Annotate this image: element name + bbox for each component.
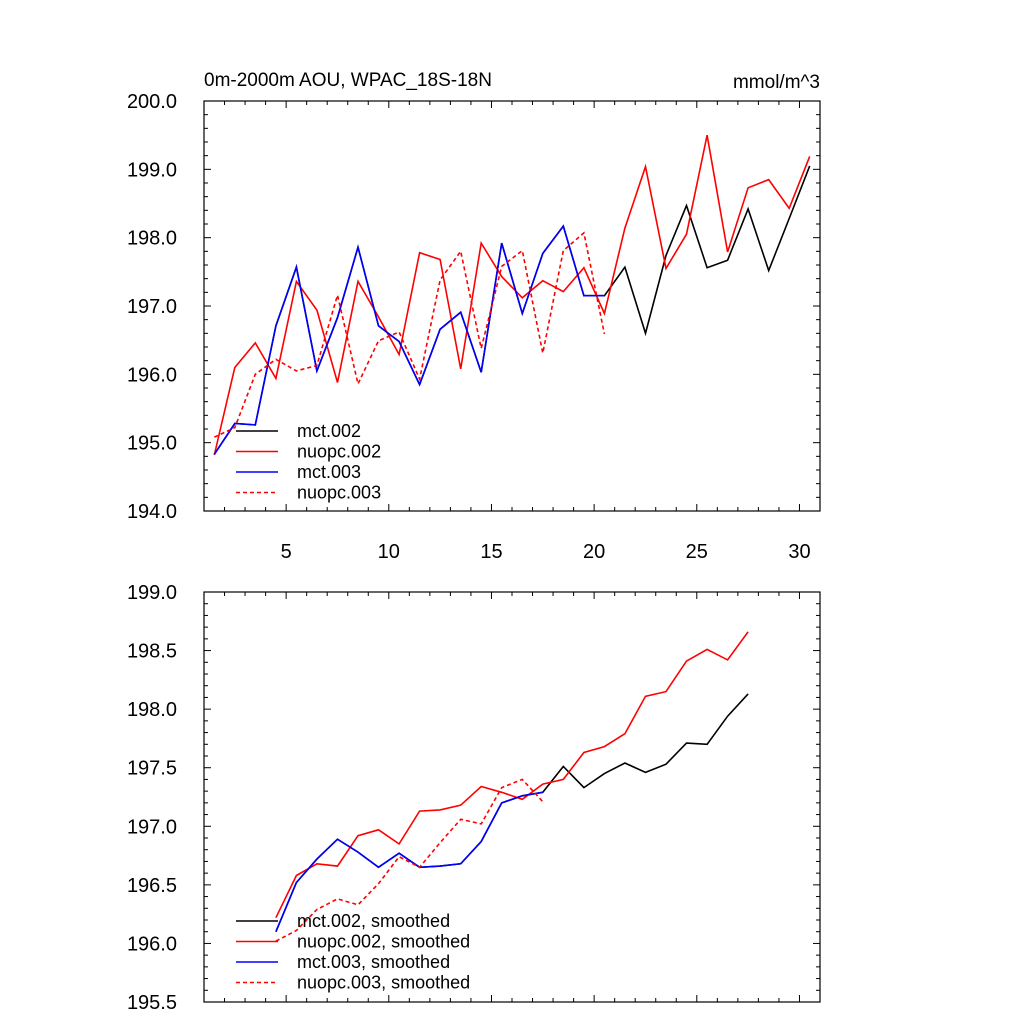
y-tick-label: 196.0 <box>127 933 177 955</box>
y-tick-label: 199.0 <box>127 159 177 181</box>
series-line-nuopc-003-smoothed <box>275 778 544 942</box>
y-tick-label: 198.5 <box>127 641 177 663</box>
series-line-nuopc-002 <box>213 135 811 456</box>
chart-title: 0m-2000m AOU, WPAC_18S-18N <box>204 70 492 91</box>
y-tick-label: 198.0 <box>127 228 177 250</box>
series-lines <box>213 135 811 456</box>
x-tick-label: 20 <box>583 541 605 563</box>
y-tick-label: 199.0 <box>127 582 177 604</box>
y-tick-label: 197.5 <box>127 758 177 780</box>
series-line-mct-003-smoothed <box>275 791 543 933</box>
y-tick-label: 200.0 <box>127 91 177 113</box>
y-tick-labels: 195.5 196.0 196.5 197.0 197.5 198.0 198.5 199.0 <box>127 582 177 1014</box>
y-tick-label: 198.0 <box>127 699 177 721</box>
y-tick-label: 197.0 <box>127 296 177 318</box>
x-tick-label: 10 <box>378 541 400 563</box>
y-tick-label: 196.0 <box>127 364 177 386</box>
series-line-mct-003 <box>213 224 605 455</box>
legend-label: mct.003, smoothed <box>297 952 450 972</box>
x-tick-label: 25 <box>686 541 708 563</box>
tick-marks <box>203 100 821 512</box>
y-tick-label: 194.0 <box>127 501 177 523</box>
y-tick-label: 195.0 <box>127 433 177 455</box>
legend-label: nuopc.002 <box>297 442 381 462</box>
series-line-nuopc-003 <box>213 231 606 438</box>
x-tick-label: 5 <box>281 541 292 563</box>
units-label: mmol/m^3 <box>733 72 820 93</box>
y-tick-label: 195.5 <box>127 992 177 1014</box>
x-tick-labels: 5 10 15 20 25 30 <box>281 541 811 563</box>
legend-label: mct.002, smoothed <box>297 911 450 931</box>
legend-label: nuopc.002, smoothed <box>297 932 470 952</box>
legend-label: nuopc.003 <box>297 483 381 503</box>
tick-marks <box>203 591 821 1003</box>
series-line-nuopc-002-smoothed <box>275 631 749 919</box>
legend-label: mct.002 <box>297 421 361 441</box>
y-tick-label: 197.0 <box>127 816 177 838</box>
bottom-smoothed-series-panel: 195.5 196.0 196.5 197.0 197.5 198.0 198.5 199.0… <box>127 582 821 1014</box>
x-tick-label: 30 <box>788 541 810 563</box>
y-tick-labels: 194.0 195.0 196.0 197.0 198.0 199.0 200.0 <box>127 91 177 523</box>
x-tick-label: 15 <box>480 541 502 563</box>
top-raw-series-panel: 194.0 195.0 196.0 197.0 198.0 199.0 200.0 5 10 1… <box>127 91 821 563</box>
legend-label: mct.003 <box>297 462 361 482</box>
legend-label: nuopc.003, smoothed <box>297 973 470 993</box>
series-lines <box>275 631 749 942</box>
y-tick-label: 196.5 <box>127 875 177 897</box>
